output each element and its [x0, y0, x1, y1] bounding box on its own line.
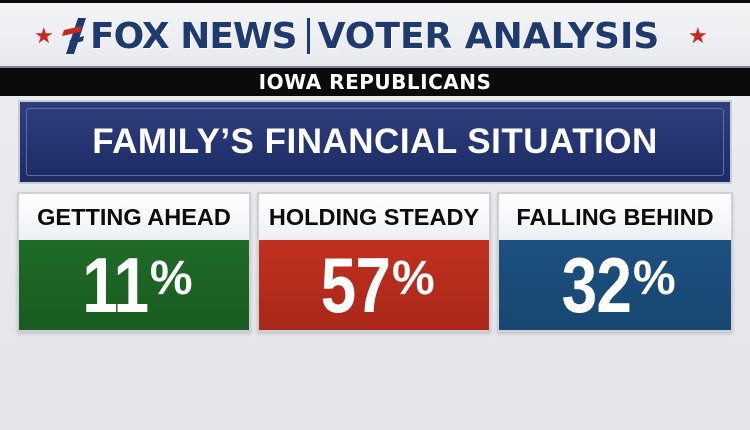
subtitle-strip: IOWA REPUBLICANS: [0, 66, 750, 96]
brand-name: FOX NEWS: [90, 15, 298, 57]
result-value-panel: 11%: [19, 240, 249, 330]
result-percentage: 32: [561, 241, 632, 329]
percent-sign: %: [149, 252, 193, 305]
result-label: HOLDING STEADY: [259, 194, 489, 240]
top-rule: [0, 0, 750, 3]
result-card-falling-behind: FALLING BEHIND 32%: [497, 192, 733, 332]
percent-sign: %: [392, 252, 435, 305]
brand-divider: [306, 18, 310, 54]
result-card-holding-steady: HOLDING STEADY 57%: [257, 192, 491, 332]
star-icon: ★: [34, 24, 54, 49]
question-box: FAMILY’S FINANCIAL SITUATION: [18, 100, 732, 184]
header-banner: ★ FOX NEWS VOTER ANALYSIS ★: [0, 3, 750, 66]
result-percentage: 57: [320, 241, 391, 329]
header-title: VOTER ANALYSIS: [317, 15, 660, 57]
question-frame: [26, 108, 724, 176]
question-label: FAMILY’S FINANCIAL SITUATION: [92, 122, 658, 161]
percent-sign: %: [633, 252, 676, 305]
result-value-panel: 57%: [259, 240, 489, 330]
star-icon: ★: [688, 24, 708, 49]
result-percentage: 11: [82, 241, 150, 329]
result-label: GETTING AHEAD: [19, 194, 249, 240]
result-label: FALLING BEHIND: [499, 194, 731, 240]
result-value-panel: 32%: [499, 240, 731, 330]
subtitle-label: IOWA REPUBLICANS: [258, 70, 492, 94]
fox-news-logo-icon: [62, 18, 86, 54]
brand-lockup: FOX NEWS VOTER ANALYSIS: [62, 13, 659, 59]
result-card-getting-ahead: GETTING AHEAD 11%: [17, 192, 251, 332]
